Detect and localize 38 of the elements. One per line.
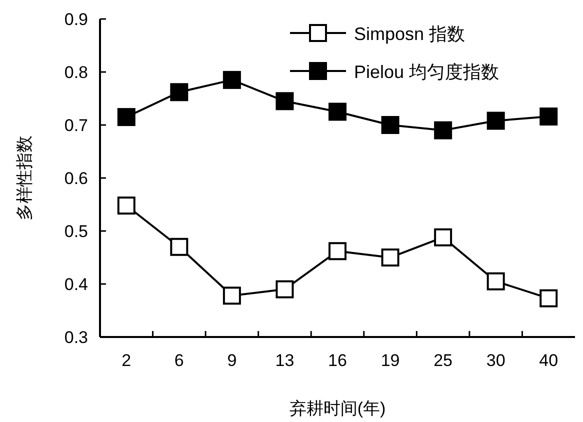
x-tick-label: 30 bbox=[486, 351, 506, 370]
point bbox=[117, 196, 136, 215]
point bbox=[540, 108, 558, 126]
x-axis-title: 弃耕时间(年) bbox=[289, 399, 386, 418]
x-tick-label: 2 bbox=[122, 351, 132, 370]
point bbox=[486, 112, 505, 130]
point bbox=[170, 238, 188, 256]
point bbox=[276, 280, 294, 298]
point bbox=[328, 102, 346, 121]
x-tick-label: 19 bbox=[380, 351, 400, 370]
legend-label: Simposn 指数 bbox=[354, 24, 466, 44]
y-tick-label: 0.5 bbox=[64, 222, 88, 241]
point bbox=[540, 289, 558, 308]
point bbox=[381, 248, 400, 266]
x-tick-label: 9 bbox=[227, 351, 237, 370]
x-tick-label: 25 bbox=[434, 351, 453, 370]
point bbox=[222, 286, 241, 305]
point bbox=[276, 92, 294, 110]
point bbox=[434, 121, 452, 140]
y-tick-label: 0.8 bbox=[64, 63, 88, 82]
point bbox=[434, 228, 452, 246]
point bbox=[222, 70, 241, 89]
point bbox=[328, 242, 346, 260]
point bbox=[170, 83, 188, 102]
y-tick-label: 0.7 bbox=[64, 116, 88, 135]
x-tick-label: 13 bbox=[275, 351, 294, 370]
y-tick-label: 0.3 bbox=[64, 328, 88, 347]
point bbox=[486, 272, 505, 290]
y-tick-label: 0.9 bbox=[64, 10, 88, 29]
x-tick-label: 6 bbox=[174, 351, 184, 370]
legend-label: Pielou 均匀度指数 bbox=[354, 62, 500, 82]
point bbox=[117, 108, 136, 126]
y-tick-label: 0.4 bbox=[64, 275, 88, 294]
y-axis-title: 多样性指数 bbox=[15, 136, 34, 220]
x-tick-label: 16 bbox=[328, 351, 347, 370]
x-tick-label: 40 bbox=[539, 351, 558, 370]
y-tick-label: 0.6 bbox=[64, 169, 88, 188]
point bbox=[381, 116, 400, 134]
